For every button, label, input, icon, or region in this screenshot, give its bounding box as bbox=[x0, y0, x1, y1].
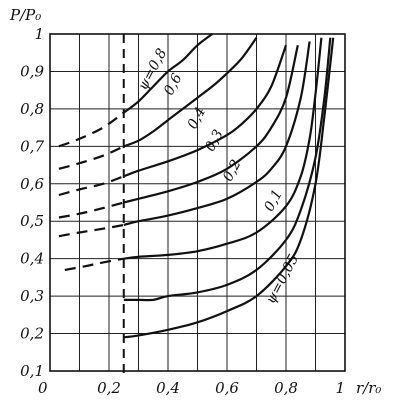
curve-labels: ψ=0,80,60,40,30,20,1ψ=0,05 bbox=[135, 46, 302, 307]
x-tick-label: 1 bbox=[335, 379, 345, 397]
x-tick-label: 0,2 bbox=[97, 379, 121, 397]
x-tick-label: 0,4 bbox=[156, 379, 180, 397]
series-dashed-segment bbox=[58, 223, 124, 238]
grid bbox=[50, 34, 345, 371]
series-line bbox=[123, 44, 288, 178]
series-dashed-segment bbox=[58, 111, 125, 148]
series-line bbox=[123, 37, 335, 339]
y-tick-label: 0,2 bbox=[20, 325, 44, 343]
series-line bbox=[123, 37, 323, 260]
series-line bbox=[123, 44, 299, 204]
series-dashed-segment bbox=[58, 145, 125, 170]
tick-labels: 0,1 0,2 0,3 0,4 0,5 0,6 0,7 0,8 0,9 1 0 0,2 0,4 0,6 0,… bbox=[20, 25, 345, 397]
y-tick-label: 0,3 bbox=[20, 287, 44, 305]
series-label: 0,2 bbox=[220, 157, 245, 184]
y-tick-label: 1 bbox=[34, 25, 44, 43]
plot-frame bbox=[49, 33, 346, 372]
y-tick-label: 0,7 bbox=[20, 137, 44, 155]
y-tick-label: 0,6 bbox=[20, 175, 44, 193]
series-group bbox=[58, 33, 335, 339]
y-tick-label: 0,1 bbox=[20, 362, 44, 380]
y-axis-title: P/P₀ bbox=[9, 6, 41, 24]
y-tick-label: 0,9 bbox=[20, 62, 44, 80]
x-axis-title: r/r₀ bbox=[356, 379, 381, 397]
series-label: 0,3 bbox=[202, 127, 227, 154]
series-dashed-segment bbox=[58, 201, 125, 219]
series-line bbox=[123, 33, 213, 114]
x-tick-label: 0,8 bbox=[274, 379, 298, 397]
series-line bbox=[123, 37, 332, 302]
series-dashed-segment bbox=[64, 257, 124, 271]
series-line bbox=[123, 41, 311, 227]
series-dashed-segment bbox=[58, 175, 125, 197]
x-tick-label: 0,6 bbox=[215, 379, 239, 397]
y-tick-label: 0,5 bbox=[20, 212, 44, 230]
x-tick-label: 0 bbox=[38, 379, 48, 397]
y-tick-label: 0,4 bbox=[20, 250, 44, 268]
y-tick-label: 0,8 bbox=[20, 100, 44, 118]
series-line bbox=[123, 37, 258, 148]
